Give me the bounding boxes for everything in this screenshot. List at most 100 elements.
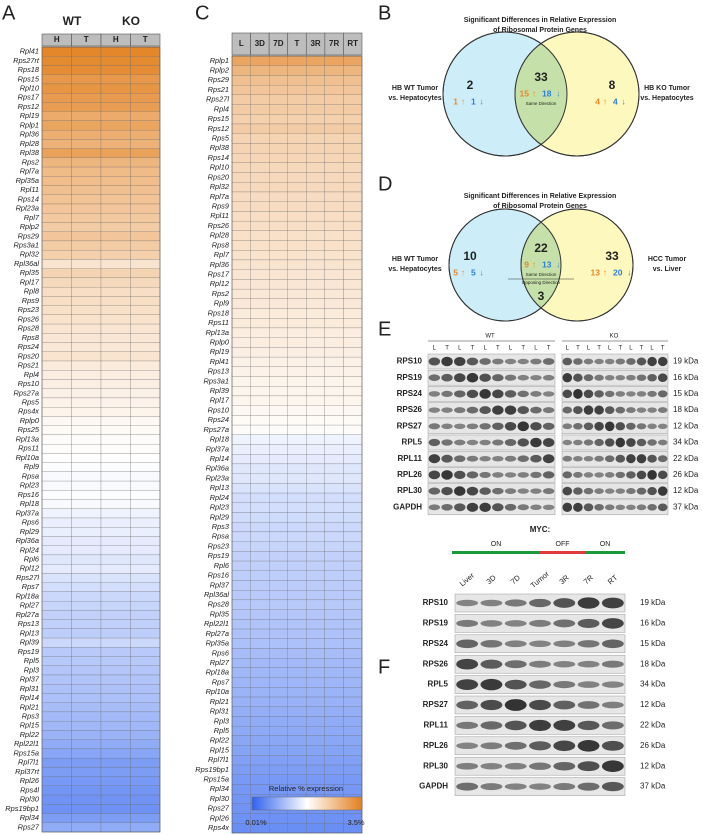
heat-cell (343, 201, 363, 212)
heat-cell (324, 308, 344, 319)
heat-cell (324, 483, 344, 494)
heat-cell (41, 434, 72, 445)
band (615, 358, 626, 365)
gene-label: Rpl6 (24, 555, 40, 564)
heat-cell (71, 185, 102, 195)
heat-cell (130, 443, 161, 454)
heat-cell (324, 376, 344, 387)
heat-cell (130, 166, 161, 177)
band (542, 422, 555, 430)
band (577, 618, 600, 628)
heat-cell (324, 94, 344, 105)
heat-cell (41, 748, 72, 759)
heat-cell (41, 610, 72, 620)
gene-label: Rps12 (18, 102, 39, 111)
heat-cell (231, 560, 251, 571)
lane-label: T (496, 346, 500, 352)
heat-cell (100, 351, 131, 362)
heat-cell (269, 318, 288, 329)
gene-label: Rpl13 (20, 628, 40, 637)
gene-label: Rpl18 (210, 435, 230, 444)
heat-cell (324, 755, 344, 766)
heat-cell (71, 407, 102, 417)
gene-label: Rpl22l1 (204, 619, 229, 628)
heat-cell (306, 502, 325, 513)
heat-cell (41, 730, 72, 740)
venn-label: HB WT Tumor (392, 256, 438, 263)
heat-cell (269, 143, 288, 154)
heat-cell (250, 658, 270, 669)
heat-cell (269, 386, 288, 397)
heat-cell (324, 570, 344, 581)
heat-cell (130, 471, 161, 482)
heat-cell (130, 610, 161, 620)
band (553, 761, 576, 771)
band (562, 486, 573, 496)
gene-label: Rpl27 (20, 601, 40, 610)
gene-label: Rpl13a (206, 328, 229, 337)
heat-cell (306, 269, 325, 280)
size-label: 18 kDa (640, 659, 666, 668)
heat-cell (250, 541, 270, 552)
heat-cell (100, 139, 131, 149)
heat-cell (250, 220, 270, 231)
venn-title: of Ribosomal Protein Genes (493, 203, 587, 210)
heat-cell (324, 288, 344, 299)
heat-cell (130, 407, 161, 417)
heat-cell (231, 424, 251, 435)
heat-cell (343, 395, 363, 406)
heat-cell (231, 531, 251, 542)
heat-cell (130, 93, 161, 103)
heat-cell (306, 347, 325, 358)
heat-cell (250, 182, 270, 193)
heat-cell (71, 794, 102, 805)
band (466, 357, 479, 366)
heat-cell (269, 288, 288, 299)
gene-label: Rpl15 (210, 745, 230, 754)
heat-cell (287, 298, 307, 309)
band (517, 472, 529, 478)
heat-cell (306, 726, 325, 736)
heat-cell (306, 308, 325, 319)
heat-cell (71, 443, 102, 454)
heat-cell (100, 453, 131, 463)
heat-cell (71, 213, 102, 223)
heat-cell (306, 696, 325, 707)
band (562, 372, 573, 383)
heat-cell (306, 182, 325, 193)
heat-cell (41, 785, 72, 796)
heat-cell (130, 397, 161, 408)
heat-cell (41, 508, 72, 519)
heat-cell (306, 123, 325, 134)
heat-cell (343, 366, 363, 377)
heat-cell (306, 755, 325, 766)
protein-label: RPL30 (423, 761, 448, 770)
protein-label: RPS26 (397, 405, 423, 414)
band (517, 504, 529, 511)
heat-cell (324, 434, 344, 445)
heat-cell (269, 356, 288, 367)
heat-cell (250, 143, 270, 154)
heat-cell (343, 172, 363, 183)
heat-cell (306, 298, 325, 309)
heat-cell (287, 667, 307, 678)
protein-label: RPL5 (402, 438, 423, 447)
lane-label: L (534, 346, 538, 352)
heat-cell (250, 104, 270, 115)
up-arrow: ↑ (532, 259, 536, 269)
heat-cell (287, 288, 307, 299)
heat-cell (343, 376, 363, 387)
heat-cell (231, 220, 251, 231)
heat-cell (130, 425, 161, 436)
band (504, 599, 527, 607)
heat-cell (41, 416, 72, 426)
venn-outline (448, 208, 562, 322)
heat-cell (130, 480, 161, 491)
column-label: L (239, 39, 244, 48)
heat-cell (269, 735, 288, 746)
venn-outline (520, 208, 634, 322)
heat-cell (269, 570, 288, 581)
heat-cell (130, 323, 161, 334)
heat-cell (343, 784, 363, 795)
lane-label: 7R (582, 573, 596, 586)
